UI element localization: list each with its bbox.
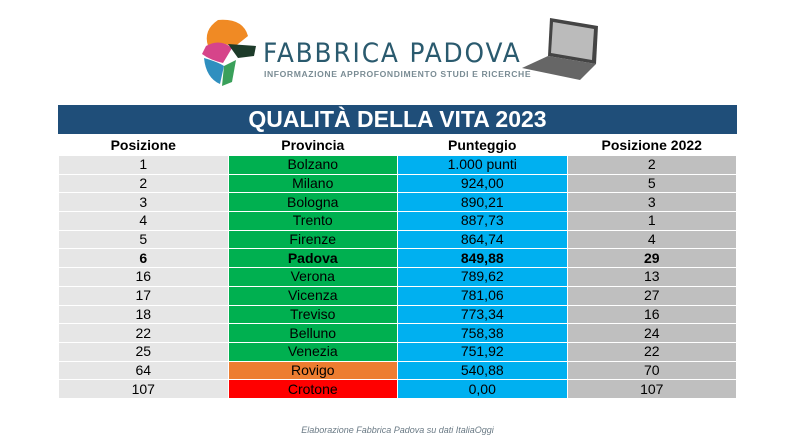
province-cell: Treviso <box>227 304 398 325</box>
score-cell: 890,21 <box>397 192 568 213</box>
position-cell: 107 <box>58 379 229 399</box>
province-cell: Rovigo <box>227 360 398 381</box>
position-2022-cell: 4 <box>566 229 737 250</box>
position-cell: 1 <box>58 155 229 175</box>
province-cell: Crotone <box>227 379 398 399</box>
table-row: 2 Milano 924,00 5 <box>58 173 737 194</box>
position-2022-cell: 70 <box>566 360 737 381</box>
score-cell: 849,88 <box>397 248 568 269</box>
position-cell: 64 <box>58 360 229 381</box>
position-cell: 16 <box>58 267 229 287</box>
position-2022-cell: 5 <box>566 173 737 194</box>
table-row: 64 Rovigo 540,88 70 <box>58 360 737 381</box>
source-note: Elaborazione Fabbrica Padova su dati Ita… <box>301 425 494 435</box>
position-cell: 3 <box>58 192 229 213</box>
fabbrica-padova-logo <box>202 19 256 86</box>
position-cell: 2 <box>58 173 229 194</box>
province-cell: Milano <box>227 173 398 194</box>
score-cell: 1.000 punti <box>397 155 568 175</box>
table-row: 17 Vicenza 781,06 27 <box>58 285 737 306</box>
col-posizione: Posizione <box>110 136 176 153</box>
province-cell: Vicenza <box>227 285 398 306</box>
province-cell: Padova <box>227 248 398 269</box>
position-cell: 6 <box>58 248 229 269</box>
province-cell: Bologna <box>227 192 398 213</box>
col-posizione-2022: Posizione 2022 <box>601 136 702 153</box>
score-cell: 540,88 <box>397 360 568 381</box>
table-row: 5 Firenze 864,74 4 <box>58 229 737 250</box>
province-cell: Verona <box>227 267 398 287</box>
score-cell: 924,00 <box>397 173 568 194</box>
position-cell: 18 <box>58 304 229 325</box>
score-cell: 781,06 <box>397 285 568 306</box>
position-2022-cell: 16 <box>566 304 737 325</box>
score-cell: 758,38 <box>397 323 568 343</box>
score-cell: 773,34 <box>397 304 568 325</box>
province-cell: Bolzano <box>227 155 398 175</box>
position-2022-cell: 13 <box>566 267 737 287</box>
score-cell: 751,92 <box>397 341 568 362</box>
province-cell: Belluno <box>227 323 398 343</box>
table-row: 4 Trento 887,73 1 <box>58 211 737 231</box>
score-cell: 789,62 <box>397 267 568 287</box>
position-cell: 25 <box>58 341 229 362</box>
table-row: 6 Padova 849,88 29 <box>58 248 737 269</box>
col-punteggio: Punteggio <box>448 136 517 153</box>
position-2022-cell: 107 <box>566 379 737 399</box>
table-row: 107 Crotone 0,00 107 <box>58 379 737 399</box>
table-row: 25 Venezia 751,92 22 <box>58 341 737 362</box>
position-2022-cell: 27 <box>566 285 737 306</box>
position-cell: 22 <box>58 323 229 343</box>
ranking-table: Posizione Provincia Punteggio Posizione … <box>58 134 737 399</box>
position-2022-cell: 22 <box>566 341 737 362</box>
table-row: 18 Treviso 773,34 16 <box>58 304 737 325</box>
brand-name: FABBRICA PADOVA <box>263 38 522 69</box>
province-cell: Trento <box>227 211 398 231</box>
table-row: 22 Belluno 758,38 24 <box>58 323 737 343</box>
table-title: QUALITÀ DELLA VITA 2023 <box>58 105 737 134</box>
position-2022-cell: 24 <box>566 323 737 343</box>
laptop-icon <box>522 18 598 80</box>
position-cell: 5 <box>58 229 229 250</box>
province-cell: Venezia <box>227 341 398 362</box>
score-cell: 887,73 <box>397 211 568 231</box>
position-cell: 4 <box>58 211 229 231</box>
brand-tagline: INFORMAZIONE APPROFONDIMENTO STUDI E RIC… <box>264 69 532 79</box>
position-2022-cell: 1 <box>566 211 737 231</box>
position-2022-cell: 29 <box>566 248 737 269</box>
score-cell: 0,00 <box>397 379 568 399</box>
table-row: 3 Bologna 890,21 3 <box>58 192 737 213</box>
table-row: 16 Verona 789,62 13 <box>58 267 737 287</box>
position-2022-cell: 3 <box>566 192 737 213</box>
position-2022-cell: 2 <box>566 155 737 175</box>
position-cell: 17 <box>58 285 229 306</box>
score-cell: 864,74 <box>397 229 568 250</box>
col-provincia: Provincia <box>281 136 345 153</box>
table-row: 1 Bolzano 1.000 punti 2 <box>58 155 737 175</box>
province-cell: Firenze <box>227 229 398 250</box>
